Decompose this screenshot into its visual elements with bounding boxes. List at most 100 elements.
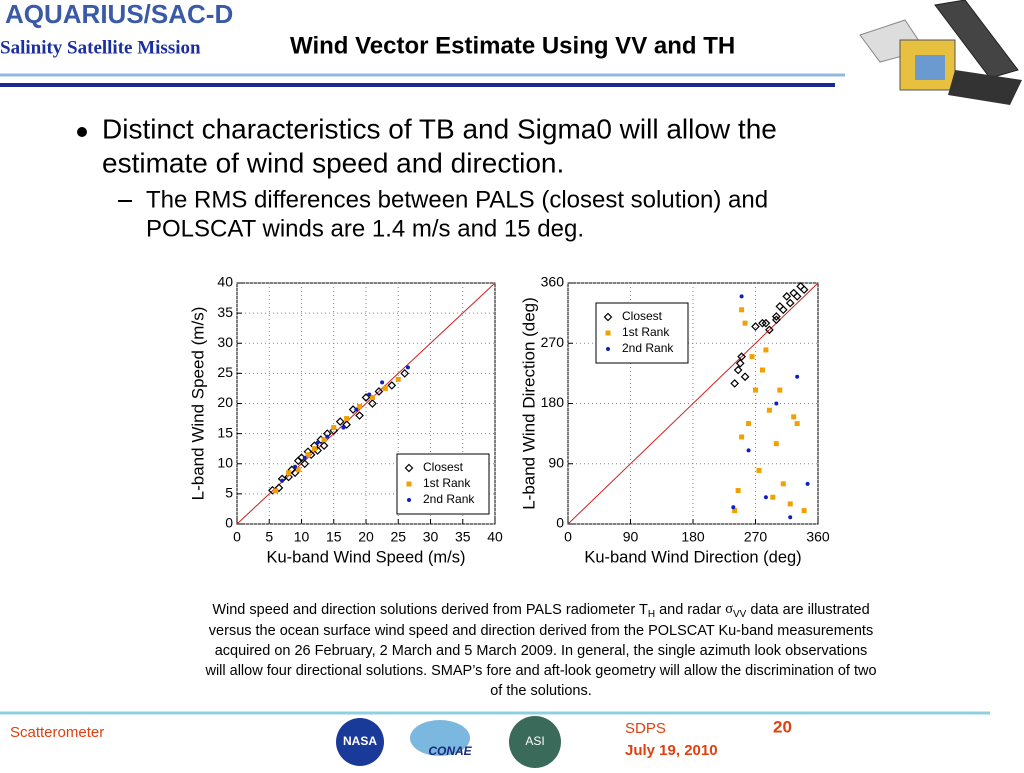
- point: [774, 401, 779, 406]
- footer-date: July 19, 2010: [625, 742, 718, 759]
- point: [284, 472, 293, 482]
- logo: AQUARIUS/SAC-D: [5, 0, 233, 29]
- legend-label: 1st Rank: [423, 476, 471, 490]
- x-tick-label: 180: [681, 529, 705, 545]
- sub-bullet-text: POLSCAT winds are 1.4 m/s and 15 deg.: [146, 215, 584, 242]
- caption-line: versus the ocean surface wind speed and …: [209, 623, 873, 639]
- point: [405, 365, 410, 370]
- point: [341, 425, 346, 430]
- point: [733, 365, 743, 375]
- point: [780, 481, 786, 487]
- point: [730, 379, 740, 388]
- point: [280, 478, 285, 483]
- caption-sub: H: [648, 609, 655, 620]
- y-tick-label: 25: [217, 364, 233, 380]
- logo-text: ASI: [525, 734, 544, 748]
- point: [785, 298, 795, 308]
- y-tick-label: 0: [225, 515, 233, 531]
- point: [355, 411, 364, 420]
- legend-marker: [406, 481, 412, 487]
- point: [775, 302, 785, 311]
- point: [761, 318, 771, 328]
- point: [795, 374, 800, 379]
- point: [369, 394, 375, 400]
- point: [305, 452, 311, 458]
- x-tick-label: 270: [744, 529, 768, 545]
- point: [374, 387, 384, 396]
- y-tick-label: 5: [225, 485, 233, 501]
- legend-marker: [603, 312, 613, 322]
- point: [731, 505, 736, 510]
- x-axis-label: Ku-band Wind Speed (m/s): [266, 548, 465, 566]
- legend-box: [595, 302, 689, 364]
- point: [302, 455, 307, 460]
- footer-org: SDPS: [625, 720, 666, 737]
- x-tick-label: 35: [455, 529, 471, 545]
- point: [791, 414, 797, 420]
- point: [300, 459, 310, 469]
- point: [319, 441, 329, 451]
- conae-logo: CONAE: [410, 720, 473, 758]
- x-tick-label: 30: [423, 529, 439, 545]
- nasa-logo: NASA: [336, 718, 384, 766]
- y-tick-label: 90: [548, 454, 564, 470]
- bullet-text: Distinct characteristics of TB and Sigma…: [102, 113, 777, 144]
- point: [737, 352, 746, 361]
- point: [739, 294, 744, 299]
- point: [395, 376, 401, 382]
- caption-part: Wind speed and direction solutions deriv…: [212, 602, 648, 618]
- sub-bullet-text: The RMS differences between PALS (closes…: [146, 186, 768, 213]
- point: [286, 470, 292, 476]
- point: [771, 312, 781, 321]
- point: [735, 358, 745, 368]
- asi-logo: ASI: [509, 716, 561, 768]
- point: [357, 404, 363, 410]
- legend-box: [396, 453, 490, 515]
- logo-text: NASA: [343, 734, 377, 748]
- point: [801, 508, 807, 514]
- point: [344, 416, 350, 422]
- point: [777, 387, 783, 393]
- point: [321, 437, 327, 443]
- x-tick-label: 5: [265, 529, 273, 545]
- y-tick-label: 40: [217, 274, 233, 290]
- y-tick-label: 270: [541, 334, 565, 350]
- chart: 0 90 180 270 360 0 90 180 270 360 Ku-band Wind Dir…: [519, 274, 829, 567]
- point: [796, 281, 805, 291]
- point: [739, 307, 745, 313]
- caption: Wind speed and direction solutions deriv…: [204, 601, 876, 699]
- y-tick-label: 0: [556, 515, 564, 531]
- legend-marker: [606, 347, 610, 351]
- point: [759, 367, 765, 373]
- legend-label: 1st Rank: [622, 325, 670, 339]
- point: [274, 483, 284, 493]
- y-axis-label: L-band Wind Direction (deg): [519, 297, 538, 510]
- y-tick-label: 10: [217, 454, 233, 470]
- legend-label: 2nd Rank: [423, 492, 475, 506]
- point: [368, 399, 377, 408]
- x-tick-label: 15: [326, 529, 342, 545]
- point: [771, 315, 781, 325]
- legend-label: Closest: [423, 460, 464, 474]
- point: [354, 407, 359, 412]
- footer-left: Scatterometer: [10, 724, 104, 741]
- point: [763, 347, 769, 353]
- point: [400, 369, 410, 378]
- point: [273, 488, 279, 494]
- legend-label: Closest: [622, 309, 663, 323]
- bullet: [77, 127, 87, 137]
- reference-line: [236, 282, 496, 525]
- y-axis-label: L-band Wind Speed (m/s): [188, 307, 207, 501]
- point: [766, 407, 772, 413]
- point: [765, 325, 774, 335]
- x-tick-label: 10: [294, 529, 310, 545]
- point: [773, 441, 779, 447]
- y-tick-label: 35: [217, 304, 233, 320]
- point: [367, 392, 372, 397]
- point: [794, 421, 800, 427]
- y-tick-label: 360: [541, 274, 565, 290]
- x-tick-label: 0: [233, 529, 241, 545]
- y-tick-label: 20: [217, 394, 233, 410]
- page-number: 20: [773, 717, 792, 736]
